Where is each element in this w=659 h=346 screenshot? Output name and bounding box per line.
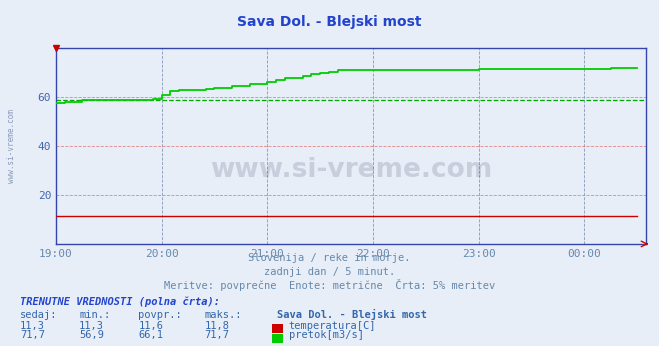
Text: pretok[m3/s]: pretok[m3/s]	[289, 330, 364, 340]
Text: sedaj:: sedaj:	[20, 310, 57, 320]
Text: maks.:: maks.:	[204, 310, 242, 320]
Text: 11,3: 11,3	[20, 321, 45, 331]
Text: Sava Dol. - Blejski most: Sava Dol. - Blejski most	[277, 309, 427, 320]
Text: 71,7: 71,7	[20, 330, 45, 340]
Text: Meritve: povprečne  Enote: metrične  Črta: 5% meritev: Meritve: povprečne Enote: metrične Črta:…	[164, 279, 495, 291]
Text: Slovenija / reke in morje.: Slovenija / reke in morje.	[248, 253, 411, 263]
Text: 11,6: 11,6	[138, 321, 163, 331]
Text: 11,8: 11,8	[204, 321, 229, 331]
Text: www.si-vreme.com: www.si-vreme.com	[7, 109, 16, 183]
Text: 71,7: 71,7	[204, 330, 229, 340]
Text: Sava Dol. - Blejski most: Sava Dol. - Blejski most	[237, 16, 422, 29]
Text: www.si-vreme.com: www.si-vreme.com	[210, 157, 492, 183]
Text: 56,9: 56,9	[79, 330, 104, 340]
Text: min.:: min.:	[79, 310, 110, 320]
Text: 66,1: 66,1	[138, 330, 163, 340]
Text: 11,3: 11,3	[79, 321, 104, 331]
Text: temperatura[C]: temperatura[C]	[289, 321, 376, 331]
Text: TRENUTNE VREDNOSTI (polna črta):: TRENUTNE VREDNOSTI (polna črta):	[20, 297, 219, 307]
Text: zadnji dan / 5 minut.: zadnji dan / 5 minut.	[264, 267, 395, 277]
Text: povpr.:: povpr.:	[138, 310, 182, 320]
